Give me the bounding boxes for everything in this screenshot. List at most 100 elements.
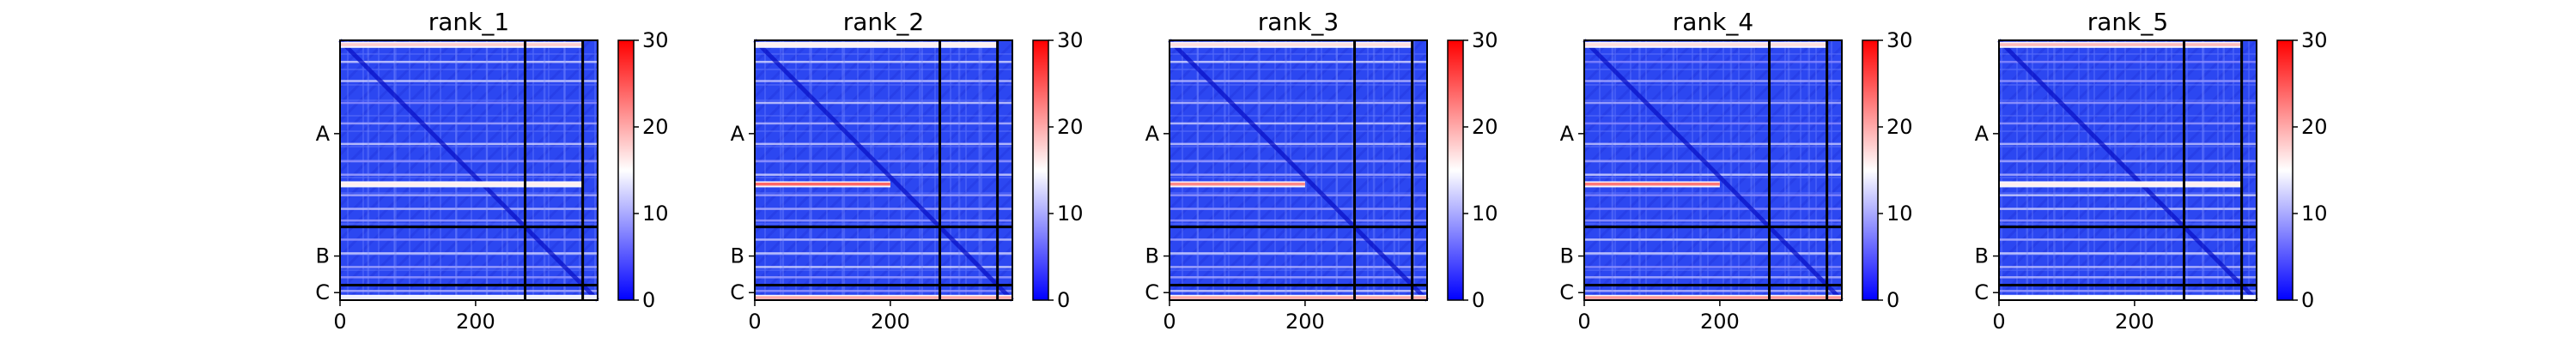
heatmap-band <box>1584 296 1842 299</box>
heatmap-row-stripe <box>1584 238 1842 241</box>
heatmap-row-stripe <box>1999 101 2257 105</box>
colorbar-tick-label: 0 <box>2301 288 2314 312</box>
heatmap-col-stripe <box>1787 40 1790 300</box>
heatmap-band <box>755 43 998 46</box>
colorbar-tick-label: 20 <box>1472 115 1498 139</box>
heatmap-col-stripe <box>1224 40 1226 300</box>
y-tick-label: C <box>730 280 744 304</box>
colorbar-tick-label: 0 <box>1057 288 1070 312</box>
y-tick-label: A <box>731 122 745 146</box>
heatmap-row-stripe <box>755 252 1012 255</box>
x-tick-label: 0 <box>1577 310 1590 334</box>
heatmap-row-stripe <box>1170 80 1427 82</box>
panel-title: rank_3 <box>1258 8 1339 36</box>
heatmap-row-stripe <box>1584 252 1842 255</box>
heatmap-col-stripe <box>920 40 923 300</box>
heatmap-frame <box>754 39 1013 301</box>
heatmap-row-stripe <box>755 142 1012 146</box>
colorbar <box>617 39 635 301</box>
heatmap-col-stripe <box>455 40 458 300</box>
heatmap-col-stripe <box>428 40 431 300</box>
x-tick-label: 200 <box>1285 310 1325 334</box>
heatmap-band <box>1170 43 1413 46</box>
y-tick-label: A <box>1560 122 1575 146</box>
heatmap-col-stripe <box>1196 40 1200 300</box>
heatmap-col-stripe <box>394 40 397 300</box>
heatmap-col-stripe <box>1315 40 1318 300</box>
heatmap-col-stripe <box>1285 40 1287 300</box>
heatmap-row-stripe <box>340 290 598 292</box>
y-tick-label: A <box>1975 122 1990 146</box>
y-tick-label: C <box>1974 280 1989 304</box>
heatmap-row-stripe <box>1999 142 2257 146</box>
heatmap-row-stripe <box>1999 159 2257 163</box>
heatmap-row-stripe <box>340 266 598 268</box>
heatmap-col-stripe <box>1335 40 1338 300</box>
heatmap-row-stripe <box>340 219 598 222</box>
heatmap-row-stripe <box>1999 122 2257 125</box>
heatmap-row-stripe <box>1584 122 1842 125</box>
heatmap-col-stripe <box>2053 40 2056 300</box>
heatmap-row-stripe <box>1584 208 1842 210</box>
heatmap-row-stripe <box>755 290 1012 292</box>
heatmap-col-stripe <box>2202 40 2205 300</box>
heatmap-row-stripe <box>755 60 1012 63</box>
heatmap-col-stripe <box>2087 40 2090 300</box>
heatmap-band <box>340 43 583 46</box>
heatmap-band <box>1170 182 1305 186</box>
heatmap-row-stripe <box>1170 208 1427 210</box>
heatmap-row-stripe <box>340 238 598 241</box>
heatmap-band <box>1999 296 2257 299</box>
heatmap-row-stripe <box>1584 266 1842 268</box>
heatmap-row-stripe <box>1170 252 1427 255</box>
colorbar-tick-label: 10 <box>1057 202 1084 226</box>
heatmap-diagonal <box>753 39 1014 302</box>
heatmap-band <box>1584 182 1720 186</box>
heatmap-row-stripe <box>755 194 1012 196</box>
heatmap-diagonal <box>1997 39 2258 302</box>
y-tick-label: C <box>315 280 330 304</box>
heatmap-row-stripe <box>340 60 598 63</box>
heatmap-col-stripe <box>506 40 508 300</box>
heatmap-band <box>1584 43 1827 46</box>
heatmap-row-stripe <box>340 173 598 176</box>
y-tick-label: A <box>316 122 331 146</box>
heatmap-row-stripe <box>1999 173 2257 176</box>
heatmap-row-stripe <box>755 266 1012 268</box>
heatmap-diagonal <box>1168 39 1429 302</box>
heatmap-band <box>340 296 598 299</box>
colorbar-tick-label: 0 <box>642 288 655 312</box>
heatmap-row-stripe <box>1170 173 1427 176</box>
panel-title: rank_2 <box>843 8 924 36</box>
colorbar-tick-label: 10 <box>2301 202 2328 226</box>
heatmap-row-stripe <box>340 80 598 82</box>
heatmap-row-stripe <box>1170 60 1427 63</box>
heatmap-row-stripe <box>1999 276 2257 279</box>
heatmap-row-stripe <box>755 80 1012 82</box>
colorbar-tick-label: 30 <box>642 28 669 52</box>
colorbar-tick-label: 20 <box>2301 115 2328 139</box>
heatmap-col-stripe <box>978 40 981 300</box>
heatmap-frame <box>339 39 598 301</box>
colorbar-tick-label: 0 <box>1472 288 1485 312</box>
heatmap-frame <box>1169 39 1428 301</box>
heatmap-row-stripe <box>755 208 1012 210</box>
heatmap-row-stripe <box>340 252 598 255</box>
heatmap-col-stripe <box>563 40 567 300</box>
heatmap-col-stripe <box>543 40 546 300</box>
heatmap-row-stripe <box>755 276 1012 279</box>
heatmap-row-stripe <box>1584 194 1842 196</box>
heatmap-row-stripe <box>755 238 1012 241</box>
colorbar-tick-label: 30 <box>1057 28 1084 52</box>
heatmap-col-stripe <box>842 40 846 300</box>
heatmap-col-stripe <box>1257 40 1261 300</box>
heatmap-band <box>1170 296 1427 299</box>
heatmap-col-stripe <box>1611 40 1614 300</box>
x-tick-label: 200 <box>456 310 495 334</box>
heatmap-col-stripe <box>1807 40 1811 300</box>
y-tick-label: B <box>1145 244 1159 268</box>
